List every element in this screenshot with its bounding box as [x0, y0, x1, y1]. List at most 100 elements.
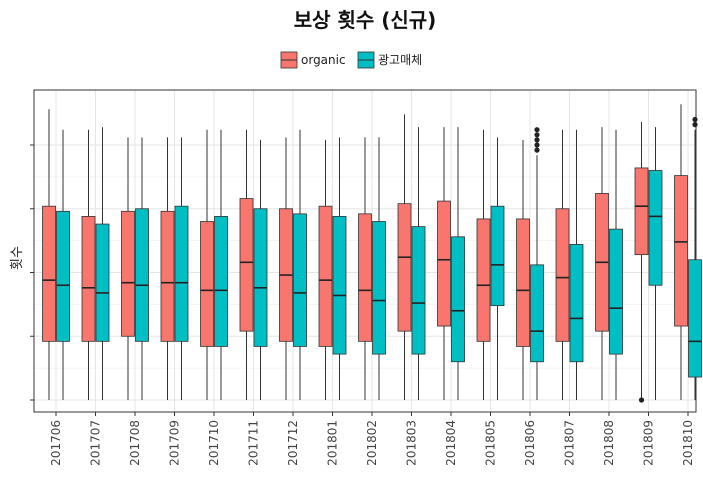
legend-label-ad: 광고매체 — [378, 53, 422, 67]
box-201706-ad — [56, 129, 70, 400]
box-iqr — [174, 205, 189, 342]
x-tick-label: 201806 — [523, 420, 537, 466]
box-201707-organic — [81, 129, 96, 400]
box-201809-organic — [634, 122, 649, 403]
box-201709-organic — [160, 137, 175, 400]
x-tick-label: 201712 — [286, 420, 300, 466]
box-201803-organic — [397, 114, 412, 400]
box-iqr — [674, 175, 688, 327]
box-iqr — [121, 210, 135, 337]
box-iqr — [516, 218, 530, 347]
box-201712-organic — [279, 137, 293, 400]
x-tick-label: 201810 — [681, 420, 695, 466]
box-iqr — [451, 236, 465, 363]
legend: organic 광고매체 — [280, 51, 422, 69]
x-tick-label: 201807 — [563, 420, 577, 466]
x-tick-label: 201801 — [326, 420, 340, 466]
box-iqr — [609, 228, 623, 355]
box-iqr — [569, 244, 584, 363]
x-tick-label: 201708 — [128, 420, 142, 466]
box-201805-organic — [476, 129, 491, 400]
box-iqr — [253, 208, 268, 347]
boxes — [42, 104, 702, 403]
outlier-point — [638, 397, 645, 403]
outlier-point — [534, 132, 540, 138]
box-201806-ad — [530, 127, 544, 400]
x-tick-label: 201709 — [168, 420, 182, 466]
box-iqr — [239, 198, 254, 332]
box-201810-organic — [674, 104, 688, 400]
x-tick-label: 201711 — [247, 420, 261, 466]
outlier-point — [534, 137, 540, 143]
box-201804-organic — [437, 127, 451, 400]
x-tick-label: 201808 — [602, 420, 616, 466]
box-201807-organic — [555, 129, 570, 400]
box-iqr — [293, 213, 307, 347]
x-tick-label: 201707 — [89, 420, 103, 466]
box-201708-ad — [135, 137, 149, 400]
box-201711-organic — [239, 129, 254, 400]
x-tick-label: 201802 — [365, 420, 379, 466]
box-iqr — [688, 259, 702, 378]
box-201808-ad — [609, 129, 623, 400]
box-201801-ad — [332, 137, 347, 400]
outlier-point — [692, 122, 698, 128]
outlier-point — [534, 147, 540, 153]
outlier-point — [534, 142, 540, 148]
y-axis-label: 횟수 — [10, 246, 25, 270]
outlier-point — [692, 116, 698, 123]
box-iqr — [95, 223, 110, 342]
box-201802-organic — [358, 137, 372, 400]
legend-label-organic: organic — [301, 53, 346, 67]
x-tick-label: 201706 — [49, 420, 63, 466]
outlier-point — [534, 127, 540, 133]
box-iqr — [530, 264, 544, 363]
box-201805-ad — [490, 137, 505, 400]
box-201711-ad — [253, 139, 268, 400]
box-201810-ad — [688, 116, 702, 400]
box-201802-ad — [372, 137, 386, 400]
box-201809-ad — [648, 127, 663, 400]
y-ticks — [30, 144, 34, 401]
box-201808-organic — [595, 127, 609, 400]
chart-title: 보상 횟수 (신규) — [294, 8, 437, 32]
box-iqr — [490, 205, 505, 307]
box-iqr — [135, 208, 149, 342]
box-iqr — [358, 213, 372, 342]
box-iqr — [372, 221, 386, 355]
box-201708-organic — [121, 137, 135, 400]
box-iqr — [437, 200, 451, 327]
box-201709-ad — [174, 137, 189, 400]
box-201707-ad — [95, 127, 110, 400]
box-iqr — [634, 167, 649, 256]
box-201710-ad — [214, 129, 228, 400]
box-iqr — [200, 221, 214, 347]
box-iqr — [160, 210, 175, 342]
box-iqr — [332, 215, 347, 355]
box-201801-organic — [318, 139, 333, 400]
box-201807-ad — [569, 129, 584, 400]
box-iqr — [214, 215, 228, 347]
box-201803-ad — [411, 127, 426, 400]
box-201806-organic — [516, 139, 530, 400]
x-tick-label: 201809 — [642, 420, 656, 466]
box-iqr — [42, 205, 56, 342]
box-201804-ad — [451, 127, 465, 400]
box-201706-organic — [42, 109, 56, 400]
box-201710-organic — [200, 129, 214, 400]
x-ticks: 201706 201707 201708 201709 201710 201711 2017… — [49, 412, 695, 466]
box-iqr — [81, 215, 96, 342]
box-iqr — [648, 170, 663, 286]
x-tick-label: 201805 — [484, 420, 498, 466]
x-tick-label: 201804 — [444, 420, 458, 466]
box-iqr — [56, 210, 70, 342]
box-iqr — [476, 218, 491, 342]
box-201712-ad — [293, 129, 307, 400]
box-iqr — [318, 205, 333, 347]
x-tick-label: 201803 — [405, 420, 419, 466]
box-iqr — [411, 226, 426, 355]
x-tick-label: 201710 — [207, 420, 221, 466]
plot-panel-border — [33, 89, 697, 413]
box-iqr — [555, 208, 570, 342]
